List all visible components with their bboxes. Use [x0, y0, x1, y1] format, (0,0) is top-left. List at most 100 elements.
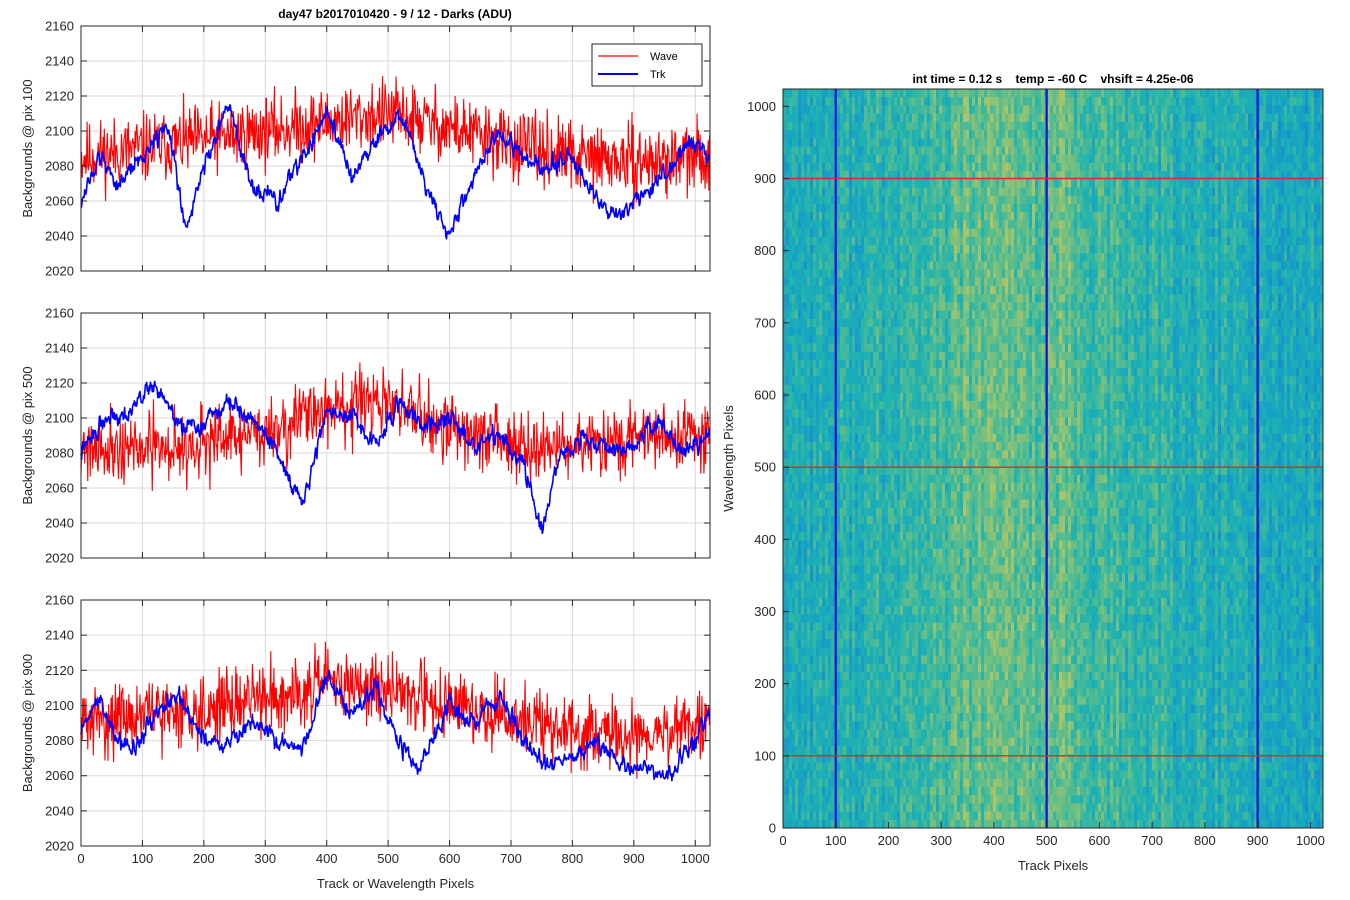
- heatmap-cell: [855, 162, 859, 172]
- heatmap-cell: [963, 261, 967, 271]
- heatmap-cell: [1071, 138, 1075, 147]
- heatmap-cell: [783, 236, 787, 246]
- heatmap-cell: [975, 97, 979, 106]
- heatmap-cell: [939, 154, 943, 164]
- heatmap-cell: [1059, 220, 1063, 229]
- heatmap-cell: [999, 171, 1003, 180]
- heatmap-cell: [1131, 277, 1135, 287]
- heatmap-cell: [909, 286, 913, 295]
- heatmap-cell: [1272, 154, 1276, 164]
- heatmap-cell: [813, 171, 817, 180]
- heatmap-cell: [924, 130, 928, 139]
- heatmap-cell: [1086, 253, 1090, 262]
- heatmap-cell: [1236, 286, 1240, 295]
- heatmap-cell: [1116, 187, 1120, 197]
- heatmap-cell: [813, 187, 817, 197]
- heatmap-cell: [897, 253, 901, 262]
- heatmap-cell: [1017, 253, 1021, 262]
- heatmap-cell: [1119, 286, 1123, 295]
- heatmap-cell: [1062, 113, 1066, 123]
- heatmap-cell: [1014, 171, 1018, 180]
- heatmap-cell: [855, 187, 859, 197]
- heatmap-cell: [1305, 171, 1309, 180]
- heatmap-cell: [1134, 253, 1138, 262]
- heatmap-cell: [972, 277, 976, 287]
- heatmap-cell: [822, 113, 826, 123]
- heatmap-cell: [906, 105, 910, 115]
- heatmap-cell: [1074, 146, 1078, 156]
- heatmap-cell: [1287, 269, 1291, 279]
- heatmap-cell: [1134, 245, 1138, 254]
- heatmap-cell: [909, 171, 913, 180]
- heatmap-cell: [1035, 113, 1039, 123]
- heatmap-cell: [1245, 187, 1249, 197]
- heatmap-cell: [1101, 261, 1105, 271]
- heatmap-cell: [828, 203, 832, 213]
- heatmap-cell: [1194, 162, 1198, 172]
- heatmap-cell: [1143, 236, 1147, 246]
- heatmap-cell: [903, 245, 907, 254]
- heatmap-cell: [984, 162, 988, 172]
- heatmap-cell: [1005, 220, 1009, 229]
- heatmap-cell: [858, 121, 862, 131]
- heatmap-cell: [828, 220, 832, 229]
- heatmap-cell: [1137, 154, 1141, 164]
- heatmap-cell: [1212, 154, 1216, 164]
- heatmap-cell: [1068, 179, 1072, 188]
- heatmap-cell: [1248, 277, 1252, 287]
- heatmap-cell: [888, 228, 892, 238]
- heatmap-cell: [1161, 105, 1165, 115]
- heatmap-cell: [864, 154, 868, 164]
- heatmap-cell: [1146, 294, 1150, 303]
- heatmap-cell: [789, 302, 793, 312]
- heatmap-cell: [1128, 89, 1132, 98]
- heatmap-cell: [1047, 195, 1051, 205]
- heatmap-cell: [906, 294, 910, 303]
- heatmap-cell: [996, 261, 1000, 271]
- heatmap-cell: [1071, 269, 1075, 279]
- heatmap-cell: [936, 228, 940, 238]
- heatmap-cell: [960, 236, 964, 246]
- heatmap-cell: [1233, 228, 1237, 238]
- heatmap-cell: [1050, 261, 1054, 271]
- heatmap-cell: [1212, 286, 1216, 295]
- heatmap-cell: [801, 220, 805, 229]
- heatmap-cell: [831, 245, 835, 254]
- heatmap-cell: [873, 236, 877, 246]
- heatmap-cell: [918, 130, 922, 139]
- heatmap-cell: [1107, 89, 1111, 98]
- heatmap-cell: [1200, 195, 1204, 205]
- heatmap-cell: [966, 253, 970, 262]
- heatmap-cell: [837, 162, 841, 172]
- heatmap-cell: [1239, 146, 1243, 156]
- heatmap-cell: [846, 146, 850, 156]
- heatmap-cell: [1164, 97, 1168, 106]
- heatmap-cell: [1116, 269, 1120, 279]
- heatmap-cell: [825, 302, 829, 312]
- heatmap-cell: [876, 228, 880, 238]
- heatmap-cell: [1089, 130, 1093, 139]
- heatmap-cell: [1020, 277, 1024, 287]
- heatmap-cell: [1206, 105, 1210, 115]
- heatmap-cell: [840, 220, 844, 229]
- heatmap-cell: [1281, 113, 1285, 123]
- heatmap-cell: [855, 236, 859, 246]
- heatmap-cell: [1317, 138, 1321, 147]
- heatmap-cell: [984, 97, 988, 106]
- heatmap-cell: [960, 121, 964, 131]
- heatmap-cell: [1002, 212, 1006, 221]
- heatmap-cell: [1284, 286, 1288, 295]
- heatmap-cell: [1260, 130, 1264, 139]
- heatmap-cell: [966, 302, 970, 312]
- heatmap-cell: [1029, 187, 1033, 197]
- heatmap-cell: [1041, 89, 1045, 98]
- heatmap-cell: [801, 130, 805, 139]
- heatmap-cell: [1071, 203, 1075, 213]
- heatmap-cell: [846, 245, 850, 254]
- heatmap-cell: [1209, 261, 1213, 271]
- heatmap-cell: [1311, 179, 1315, 188]
- heatmap-cell: [855, 97, 859, 106]
- heatmap-cell: [792, 113, 796, 123]
- heatmap-cell: [1017, 130, 1021, 139]
- heatmap-cell: [1194, 154, 1198, 164]
